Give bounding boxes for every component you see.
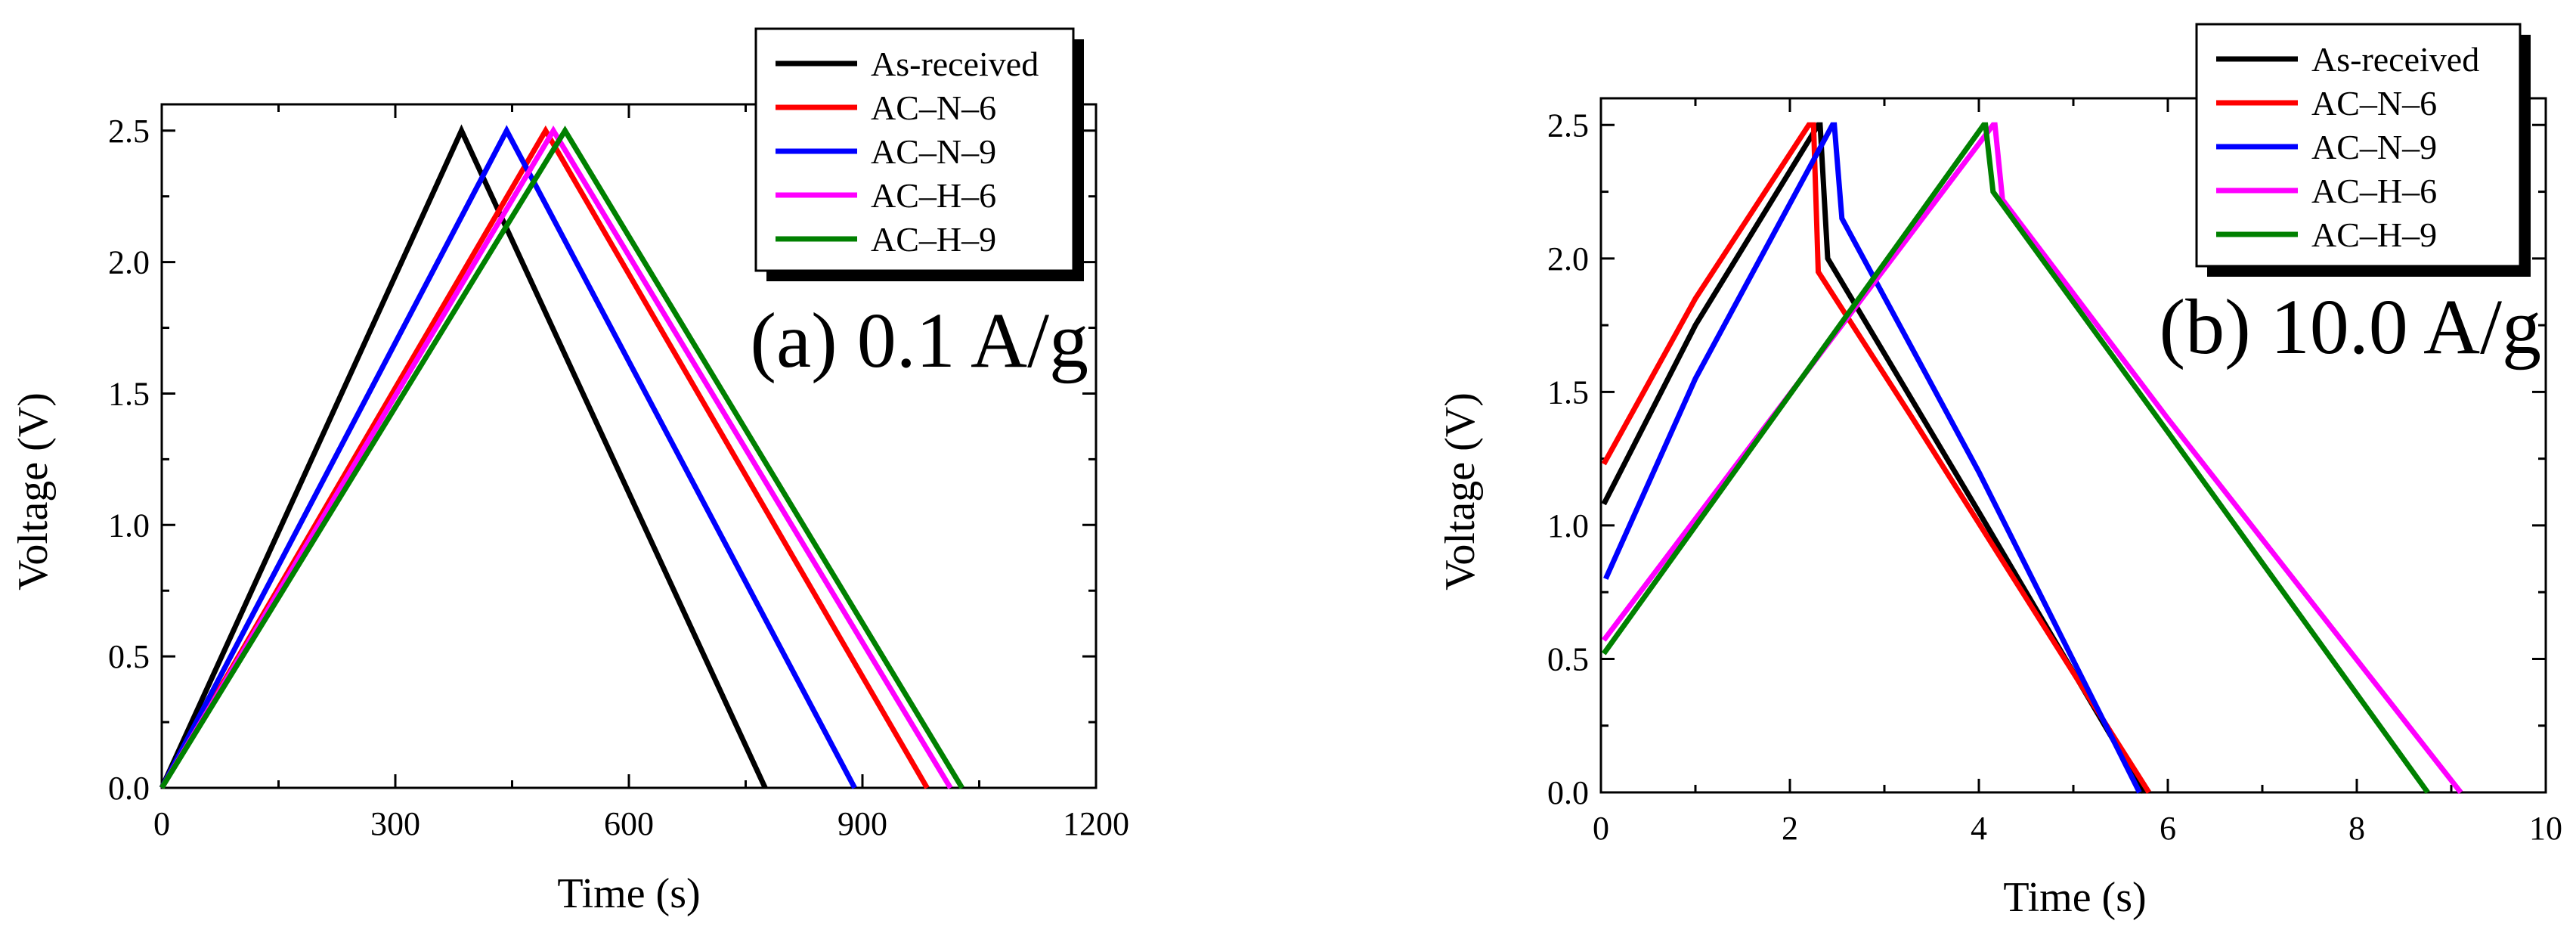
- x-tick-label: 1200: [1063, 805, 1129, 842]
- x-tick-label: 4: [1971, 810, 1987, 847]
- y-axis-label: Voltage (V): [10, 392, 57, 591]
- series-line-0: [1601, 122, 2147, 794]
- legend-label-4: AC–H–9: [2311, 215, 2437, 254]
- y-tick-label: 2.0: [108, 244, 150, 281]
- y-tick-label: 1.5: [108, 375, 150, 412]
- legend-label-0: As-received: [2311, 40, 2479, 79]
- x-tick-label: 6: [2160, 810, 2176, 847]
- series-line-4: [1601, 122, 2430, 795]
- y-tick-label: 0.0: [108, 770, 150, 807]
- legend-label-0: As-received: [871, 45, 1039, 83]
- y-tick-label: 0.0: [1547, 774, 1589, 811]
- x-tick-label: 0: [1593, 810, 1609, 847]
- y-tick-label: 2.0: [1547, 240, 1589, 277]
- legend-label-1: AC–N–6: [2311, 84, 2437, 122]
- series-line-0: [159, 124, 768, 789]
- y-tick-label: 1.5: [1547, 374, 1589, 411]
- y-tick-label: 0.5: [1547, 640, 1589, 677]
- y-tick-label: 2.5: [108, 113, 150, 150]
- chart-panel-b: 0 2 4 6 8 10 0.0 0.5 1.0 1.5 2.0 2.5 Time (s) Voltage…: [1437, 23, 2562, 921]
- y-tick-label: 1.0: [108, 507, 150, 544]
- x-axis-label: Time (s): [2003, 874, 2146, 921]
- series-line-2: [159, 125, 857, 789]
- legend-label-3: AC–H–6: [871, 176, 996, 215]
- legend-label-2: AC–N–9: [2311, 128, 2437, 166]
- legend-label-3: AC–H–6: [2311, 172, 2437, 210]
- panel-annotation: (b) 10.0 A/g: [2159, 284, 2541, 370]
- x-axis-label: Time (s): [557, 870, 700, 917]
- series-line-3: [159, 125, 953, 789]
- x-tick-label: 300: [370, 805, 420, 842]
- panel-annotation: (a) 0.1 A/g: [750, 297, 1088, 384]
- legend-label-1: AC–N–6: [871, 88, 996, 127]
- series-line-2: [1603, 122, 2142, 794]
- series-line-4: [159, 126, 964, 789]
- series-line-3: [1602, 122, 2463, 795]
- y-axis-label: Voltage (V): [1437, 392, 1484, 591]
- y-tick-label: 2.5: [1547, 107, 1589, 144]
- x-tick-label: 2: [1782, 810, 1798, 847]
- y-tick-label: 1.0: [1547, 507, 1589, 544]
- y-tick-label: 0.5: [108, 638, 150, 675]
- x-tick-label: 8: [2348, 810, 2365, 847]
- legend-label-2: AC–N–9: [871, 132, 996, 171]
- x-tick-label: 10: [2529, 810, 2562, 847]
- chart-panel-a: 0 300 600 900 1200 0.0 0.5 1.0 1.5 2.0 2.5 Time (s)…: [10, 27, 1129, 917]
- legend-label-4: AC–H–9: [871, 220, 996, 259]
- x-tick-label: 0: [153, 805, 170, 842]
- x-tick-label: 600: [604, 805, 654, 842]
- series-line-1: [1601, 122, 2151, 794]
- x-tick-label: 900: [838, 805, 887, 842]
